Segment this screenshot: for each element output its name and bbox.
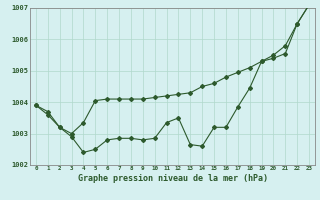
X-axis label: Graphe pression niveau de la mer (hPa): Graphe pression niveau de la mer (hPa) xyxy=(77,174,268,183)
